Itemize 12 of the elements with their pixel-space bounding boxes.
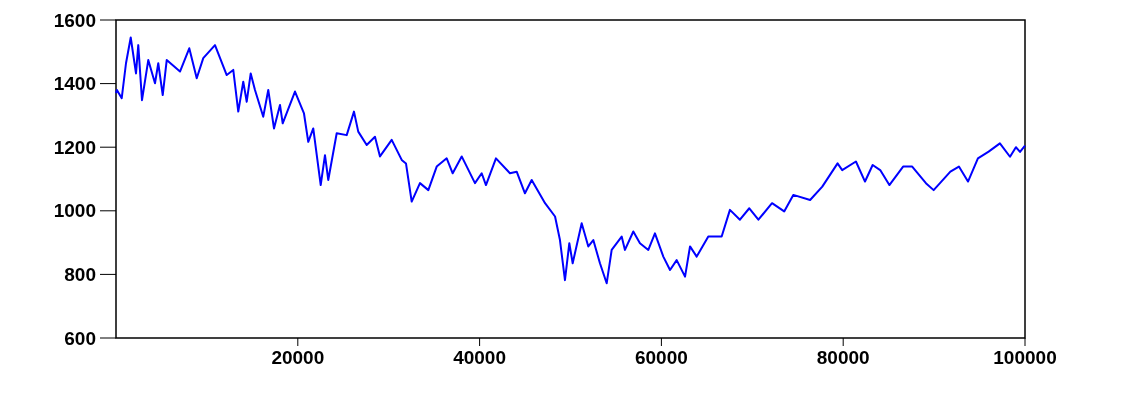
y-tick-label: 1600 [53, 9, 96, 31]
y-tick-label: 1000 [53, 200, 96, 222]
x-tick-label: 60000 [634, 347, 688, 368]
x-tick-label: 20000 [271, 347, 325, 368]
y-tick-label: 1200 [53, 136, 96, 158]
x-tick-label: 80000 [816, 347, 870, 368]
y-tick-label: 600 [64, 327, 96, 349]
line-series [115, 36, 1026, 285]
x-tick-label: 100000 [993, 347, 1057, 368]
y-tick-label: 800 [64, 264, 96, 286]
x-tick-label: 40000 [453, 347, 507, 368]
y-tick-label: 1400 [53, 73, 96, 95]
